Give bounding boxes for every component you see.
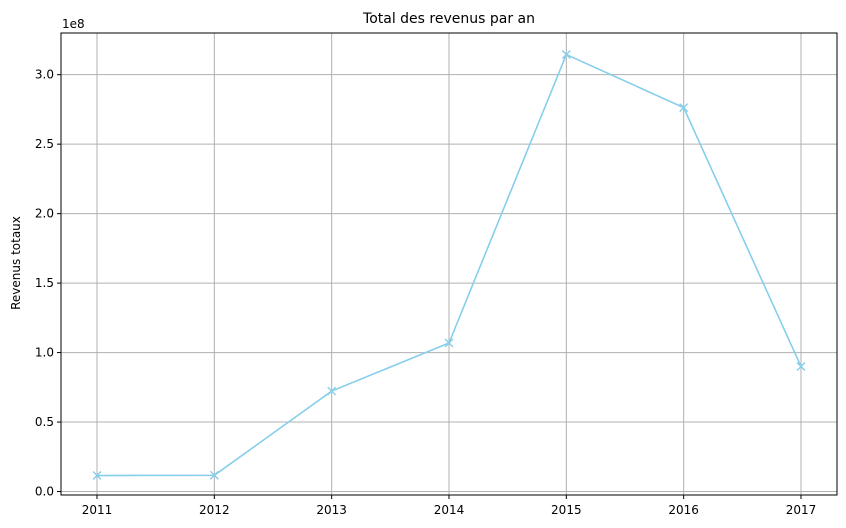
y-axis-label: Revenus totaux [9, 216, 23, 310]
series-layer [92, 50, 806, 481]
y-tick-label: 3.0 [35, 68, 54, 82]
y-tick-label: 0.0 [35, 485, 54, 499]
y-tick-label: 0.5 [35, 415, 54, 429]
x-tick-label: 2013 [316, 503, 347, 517]
data-point [444, 338, 454, 348]
x-tick-label: 2011 [82, 503, 113, 517]
grid [61, 33, 837, 495]
plot-frame [60, 32, 838, 496]
y-tick-label: 2.0 [35, 207, 54, 221]
data-point [679, 103, 689, 113]
data-point [561, 50, 571, 60]
y-tick-label: 2.5 [35, 137, 54, 151]
x-tick-label: 2014 [434, 503, 465, 517]
x-tick-label: 2015 [551, 503, 582, 517]
x-tick-label: 2016 [668, 503, 699, 517]
chart-title: Total des revenus par an [362, 11, 535, 27]
x-tick-label: 2012 [199, 503, 230, 517]
y-tick-label: 1.0 [35, 346, 54, 360]
data-point [796, 361, 806, 371]
data-point [92, 471, 102, 481]
x-tick-label: 2017 [786, 503, 817, 517]
axis-ticks: 2011 2012 2013 2014 2015 2016 2017 0.0 0.5 1.0 1.5… [35, 68, 816, 517]
y-offset-label: 1e8 [62, 17, 85, 31]
data-point [209, 470, 219, 480]
data-point [327, 386, 337, 396]
y-tick-label: 1.5 [35, 276, 54, 290]
